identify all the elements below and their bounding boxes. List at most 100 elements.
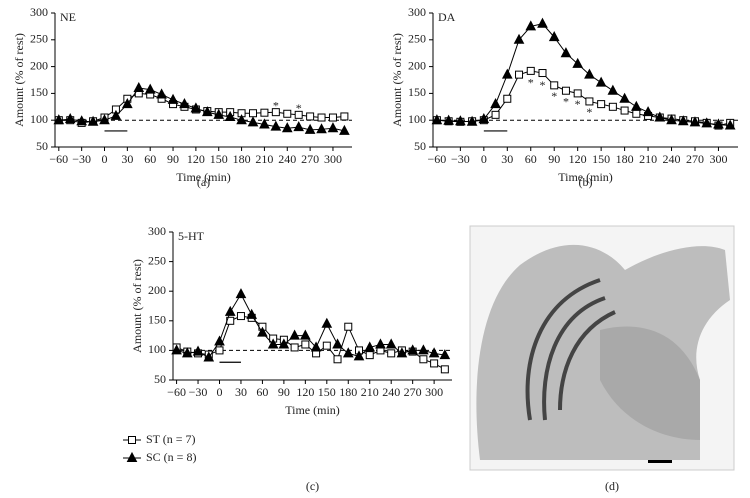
data-point [271, 108, 280, 117]
x-tick-label: 300 [324, 152, 342, 166]
data-point [214, 335, 225, 346]
annotation: * [586, 105, 592, 119]
chart-label: DA [438, 10, 456, 24]
data-point [167, 93, 179, 104]
y-tick-label: 250 [148, 253, 166, 267]
x-tick-label: 240 [663, 152, 681, 166]
data-point [236, 114, 247, 125]
annotation: * [273, 99, 279, 113]
data-point [289, 329, 300, 340]
data-point [236, 312, 245, 321]
data-point [278, 338, 290, 349]
data-point [224, 305, 236, 316]
data-point [396, 347, 408, 358]
x-tick-label: 120 [187, 152, 205, 166]
data-point [526, 66, 535, 75]
data-point [344, 322, 353, 331]
data-point [503, 94, 512, 103]
data-point [654, 111, 666, 122]
y-tick-label: 100 [30, 112, 48, 126]
data-point [290, 343, 299, 352]
data-point [333, 355, 342, 364]
data-point [418, 344, 429, 355]
data-point [339, 124, 350, 135]
data-point [513, 33, 525, 44]
data-point [171, 344, 182, 355]
legend-marker [126, 451, 138, 462]
data-point [515, 70, 524, 79]
data-point [99, 114, 110, 125]
data-point [585, 97, 594, 106]
data-point [430, 359, 439, 368]
legend-label: SC (n = 8) [146, 450, 196, 464]
y-tick-label: 100 [408, 112, 426, 126]
x-tick-label: 30 [121, 152, 133, 166]
data-point [537, 17, 548, 28]
x-tick-label: −60 [428, 152, 447, 166]
data-point [561, 86, 570, 95]
data-point [294, 110, 303, 119]
data-point [306, 112, 315, 121]
data-point [455, 115, 466, 126]
x-tick-label: 0 [481, 152, 487, 166]
data-point [316, 123, 327, 134]
data-point [156, 88, 167, 99]
x-tick-label: 30 [501, 152, 513, 166]
data-point [304, 123, 316, 134]
panel-label: (d) [605, 479, 619, 493]
data-point [608, 102, 617, 111]
data-point [677, 115, 689, 126]
data-point [538, 69, 547, 78]
x-tick-label: 120 [569, 152, 587, 166]
x-tick-label: 90 [278, 385, 290, 399]
data-point [607, 84, 619, 95]
data-point [293, 121, 305, 132]
y-tick-label: 50 [414, 139, 426, 153]
y-tick-label: 150 [30, 85, 48, 99]
data-point [431, 114, 443, 125]
x-tick-label: 90 [167, 152, 179, 166]
x-tick-label: 150 [318, 385, 336, 399]
micrograph [469, 225, 735, 471]
annotation: * [551, 89, 557, 103]
x-tick-label: 60 [525, 152, 537, 166]
chart-label: NE [60, 10, 76, 24]
data-point [353, 350, 365, 361]
data-point [260, 108, 269, 117]
data-point [340, 112, 349, 121]
y-tick-label: 50 [36, 139, 48, 153]
x-axis-label: Time (min) [285, 403, 340, 417]
x-tick-label: −30 [451, 152, 470, 166]
x-tick-label: 30 [235, 385, 247, 399]
x-tick-label: 300 [425, 385, 443, 399]
data-point [246, 308, 258, 319]
data-point [270, 120, 282, 131]
data-point [387, 349, 396, 358]
data-point [491, 110, 500, 119]
x-tick-label: −60 [167, 385, 186, 399]
data-point [385, 338, 397, 349]
data-point [283, 109, 292, 118]
data-point [327, 122, 339, 133]
data-point [573, 89, 582, 98]
data-point [192, 345, 204, 356]
data-point [443, 114, 454, 125]
data-point [713, 118, 724, 129]
y-axis-label: Amount (% of rest) [12, 33, 26, 127]
data-point [310, 341, 322, 352]
x-tick-label: 210 [255, 152, 273, 166]
data-point [215, 346, 224, 355]
x-tick-label: 240 [382, 385, 400, 399]
legend-label: ST (n = 7) [146, 432, 196, 446]
x-tick-label: 240 [278, 152, 296, 166]
data-point [631, 100, 642, 111]
data-point [110, 109, 122, 120]
data-point [689, 116, 701, 127]
x-tick-label: 150 [592, 152, 610, 166]
data-point [560, 47, 572, 58]
data-point [642, 106, 654, 117]
data-point [144, 83, 156, 94]
data-point [632, 109, 641, 118]
data-point [365, 351, 374, 360]
